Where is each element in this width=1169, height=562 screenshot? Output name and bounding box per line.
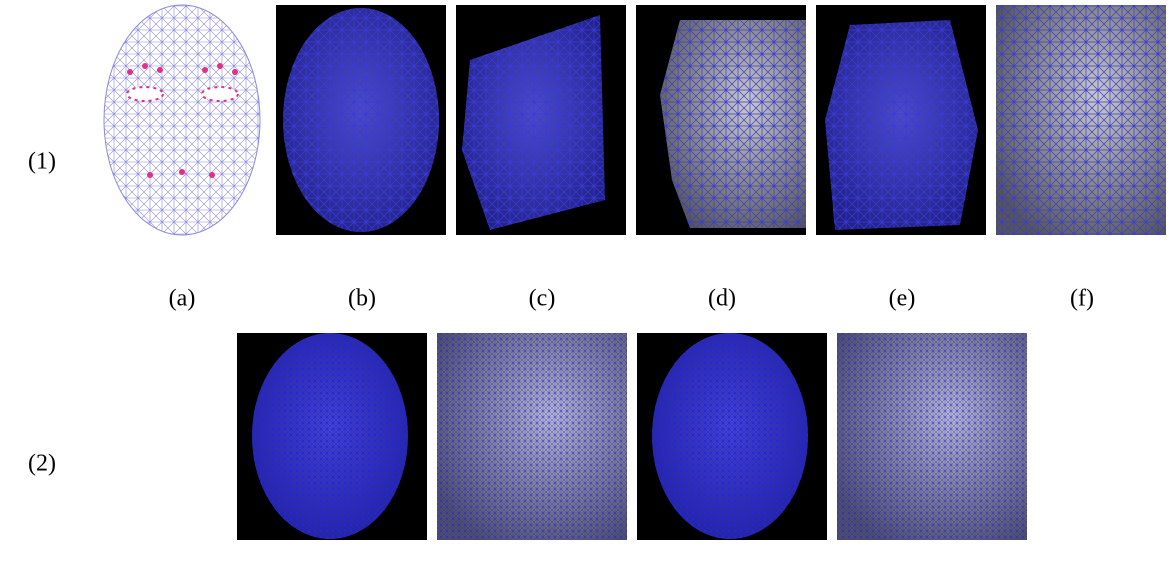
panel-c: [456, 5, 626, 235]
row-label: (1): [28, 149, 56, 175]
panel-2a: [237, 333, 427, 540]
column-label: (a): [169, 286, 196, 312]
panel-d: [636, 5, 806, 235]
figure: (1) (2) (a) (b) (c) (d) (e) (f): [0, 0, 1169, 562]
panel-e: [816, 5, 986, 235]
panel-2c: [637, 333, 827, 540]
panel-b: [276, 5, 446, 235]
panel-2d: [837, 333, 1027, 540]
column-label: (f): [1070, 286, 1094, 312]
column-label: (b): [348, 286, 376, 312]
column-label: (d): [708, 286, 736, 312]
panel-a: [104, 5, 260, 235]
column-label: (c): [529, 286, 556, 312]
panel-f: [996, 5, 1166, 235]
panel-2b: [437, 333, 627, 540]
row-label: (2): [28, 451, 56, 477]
column-label: (e): [889, 286, 916, 312]
